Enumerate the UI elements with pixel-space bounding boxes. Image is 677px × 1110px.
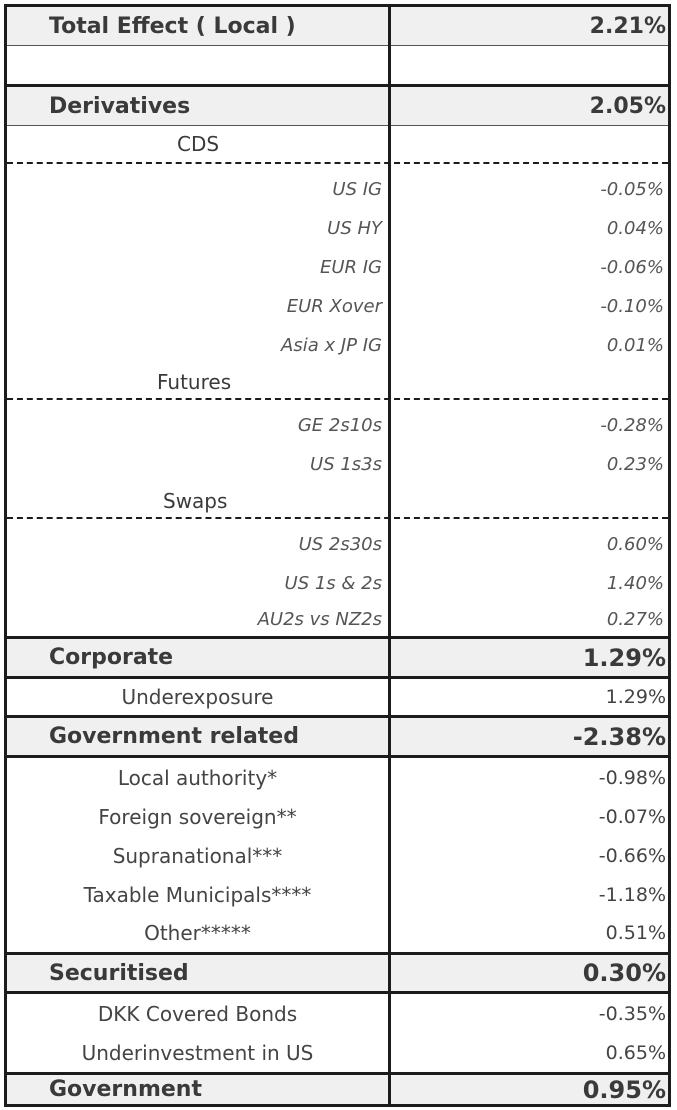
- item-value: -0.10%: [600, 296, 664, 317]
- government-related-label: Government related: [49, 724, 299, 749]
- futures-subheader-row: Futures: [7, 365, 668, 398]
- securitised-value: 0.30%: [582, 959, 666, 987]
- list-item: US 1s & 2s 1.40%: [7, 564, 668, 603]
- securitised-label: Securitised: [49, 960, 189, 986]
- list-item: DKK Covered Bonds -0.35%: [7, 994, 668, 1034]
- derivatives-label: Derivatives: [49, 93, 191, 119]
- item-label: Other*****: [144, 921, 251, 945]
- corporate-label: Corporate: [49, 645, 174, 670]
- item-value: 0.23%: [606, 454, 664, 475]
- item-label: DKK Covered Bonds: [97, 1002, 298, 1026]
- item-label: Local authority*: [117, 765, 278, 790]
- item-label: US 1s3s: [310, 454, 382, 475]
- item-label: Underinvestment in US: [81, 1041, 314, 1065]
- list-item: AU2s vs NZ2s 0.27%: [7, 603, 668, 636]
- item-value: -1.18%: [598, 883, 666, 906]
- item-value: -0.06%: [600, 257, 664, 278]
- item-value: -0.28%: [600, 415, 664, 436]
- item-value: 1.29%: [605, 686, 666, 708]
- item-value: 0.65%: [605, 1042, 666, 1064]
- item-value: 0.27%: [606, 609, 664, 630]
- item-label: US HY: [327, 218, 382, 239]
- item-value: 0.01%: [606, 335, 664, 356]
- list-item: US HY 0.04%: [7, 209, 668, 248]
- futures-label: Futures: [157, 369, 232, 394]
- list-item: Other***** 0.51%: [7, 914, 668, 952]
- total-effect-row: Total Effect ( Local ) 2.21%: [7, 7, 668, 45]
- list-item: US IG -0.05%: [7, 170, 668, 209]
- item-label: Asia x JP IG: [281, 335, 382, 356]
- list-item: Supranational*** -0.66%: [7, 836, 668, 875]
- item-label: Taxable Municipals****: [83, 882, 312, 907]
- item-value: 0.60%: [606, 534, 664, 555]
- empty-row: [7, 46, 668, 84]
- corporate-row: Corporate 1.29%: [7, 639, 668, 676]
- item-label: EUR IG: [319, 257, 382, 278]
- item-value: -0.07%: [598, 805, 666, 828]
- attribution-table: Total Effect ( Local ) 2.21% Derivatives…: [4, 4, 671, 1107]
- list-item: EUR Xover -0.10%: [7, 287, 668, 326]
- item-label: US IG: [332, 179, 382, 200]
- item-label: EUR Xover: [286, 296, 382, 317]
- government-related-value: -2.38%: [572, 722, 666, 751]
- item-value: 1.40%: [606, 573, 664, 594]
- swaps-subheader-row: Swaps: [7, 484, 668, 517]
- item-label: US 2s30s: [298, 534, 382, 555]
- item-value: -0.98%: [598, 766, 666, 789]
- cds-subheader-row: CDS: [7, 126, 668, 162]
- total-effect-value: 2.21%: [589, 13, 666, 39]
- item-value: -0.05%: [600, 179, 664, 200]
- column-divider: [388, 7, 391, 1104]
- list-item: GE 2s10s -0.28%: [7, 406, 668, 445]
- swaps-label: Swaps: [163, 488, 228, 513]
- item-label: AU2s vs NZ2s: [257, 609, 382, 630]
- government-label: Government: [49, 1077, 202, 1102]
- list-item: US 2s30s 0.60%: [7, 525, 668, 564]
- government-related-row: Government related -2.38%: [7, 718, 668, 755]
- government-value: 0.95%: [582, 1075, 666, 1104]
- derivatives-value: 2.05%: [589, 93, 666, 119]
- derivatives-row: Derivatives 2.05%: [7, 87, 668, 125]
- list-item: Local authority* -0.98%: [7, 758, 668, 797]
- corporate-value: 1.29%: [582, 643, 666, 672]
- item-label: Supranational***: [112, 843, 283, 868]
- item-value: -0.35%: [598, 1003, 666, 1025]
- government-row: Government 0.95%: [7, 1075, 668, 1104]
- item-value: 0.04%: [606, 218, 664, 239]
- cds-label: CDS: [177, 132, 220, 156]
- list-item: Underexposure 1.29%: [7, 679, 668, 715]
- list-item: Foreign sovereign** -0.07%: [7, 797, 668, 836]
- item-value: -0.66%: [598, 844, 666, 867]
- item-label: Underexposure: [121, 685, 274, 709]
- item-label: Foreign sovereign**: [98, 804, 297, 829]
- list-item: EUR IG -0.06%: [7, 248, 668, 287]
- item-value: 0.51%: [605, 922, 666, 944]
- list-item: Taxable Municipals**** -1.18%: [7, 875, 668, 914]
- item-label: GE 2s10s: [297, 415, 382, 436]
- total-effect-label: Total Effect ( Local ): [49, 13, 296, 39]
- list-item: US 1s3s 0.23%: [7, 445, 668, 484]
- list-item: Asia x JP IG 0.01%: [7, 326, 668, 365]
- securitised-row: Securitised 0.30%: [7, 955, 668, 991]
- list-item: Underinvestment in US 0.65%: [7, 1034, 668, 1072]
- item-label: US 1s & 2s: [284, 573, 382, 594]
